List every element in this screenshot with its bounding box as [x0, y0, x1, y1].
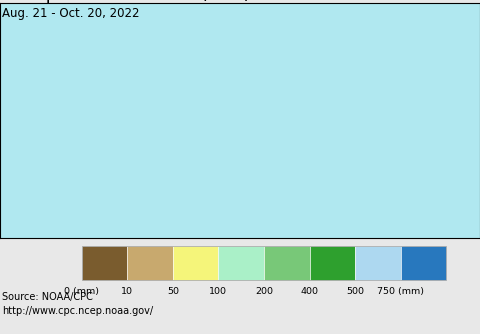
Bar — [127, 246, 173, 280]
Bar — [355, 246, 401, 280]
Text: 0 (mm): 0 (mm) — [64, 287, 99, 296]
Bar — [401, 246, 446, 280]
Bar — [82, 246, 446, 280]
Text: 500: 500 — [346, 287, 364, 296]
Text: 100: 100 — [209, 287, 228, 296]
Bar — [264, 246, 310, 280]
Bar — [173, 246, 218, 280]
Bar — [82, 246, 127, 280]
Text: 750 (mm): 750 (mm) — [377, 287, 424, 296]
Bar — [310, 246, 355, 280]
Text: 400: 400 — [300, 287, 319, 296]
Text: 50: 50 — [167, 287, 179, 296]
Bar — [218, 246, 264, 280]
Text: 200: 200 — [255, 287, 273, 296]
Text: 10: 10 — [121, 287, 133, 296]
Text: Precipitation 2-Month (CPC): Precipitation 2-Month (CPC) — [2, 0, 251, 3]
Text: Aug. 21 - Oct. 20, 2022: Aug. 21 - Oct. 20, 2022 — [2, 7, 140, 20]
Text: Source: NOAA/CPC
http://www.cpc.ncep.noaa.gov/: Source: NOAA/CPC http://www.cpc.ncep.noa… — [2, 292, 154, 316]
